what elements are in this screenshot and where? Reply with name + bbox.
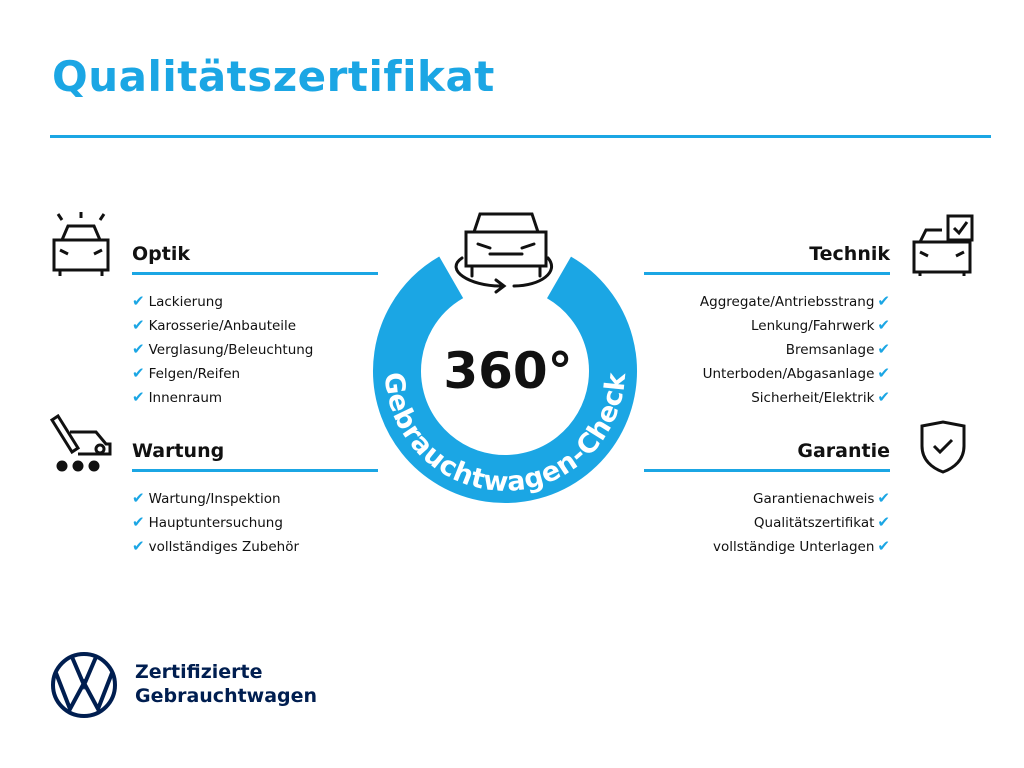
check-icon: ✔	[877, 316, 890, 334]
list-item: ✔ Innenraum	[132, 388, 223, 406]
section-technik: Technik Aggregate/Antriebsstrang ✔ Lenkun…	[644, 240, 890, 409]
list-item: Aggregate/Antriebsstrang ✔	[699, 292, 890, 310]
list-item: ✔ Hauptuntersuchung	[132, 513, 283, 531]
section-underline	[644, 469, 890, 472]
section-heading: Technik	[809, 243, 890, 265]
check-icon: ✔	[132, 489, 145, 507]
list-item: Sicherheit/Elektrik ✔	[751, 388, 890, 406]
service-tools-icon	[49, 414, 112, 472]
vw-logo	[51, 652, 117, 718]
section-optik: Optik ✔ Lackierung ✔ Karosserie/Anbauteile…	[132, 240, 378, 409]
page-title: Qualitätszertifikat	[52, 52, 495, 101]
list-item: Qualitätszertifikat ✔	[753, 513, 890, 531]
check-icon: ✔	[132, 292, 145, 310]
shield-check-icon	[920, 420, 966, 474]
check-icon: ✔	[877, 489, 890, 507]
section-underline	[132, 272, 378, 275]
check-icon: ✔	[132, 513, 145, 531]
list-item: Lenkung/Fahrwerk ✔	[751, 316, 890, 334]
list-item: ✔ Verglasung/Beleuchtung	[132, 340, 314, 358]
list-item: ✔ Karosserie/Anbauteile	[132, 316, 297, 334]
list-item: ✔ vollständiges Zubehör	[132, 537, 300, 555]
check-icon: ✔	[132, 340, 145, 358]
check-icon: ✔	[877, 537, 890, 555]
check-icon: ✔	[132, 537, 145, 555]
check-icon: ✔	[877, 513, 890, 531]
brand-text: Zertifizierte Gebrauchtwagen	[135, 660, 317, 708]
brand-line-1: Zertifizierte	[135, 661, 263, 683]
list-item: ✔ Wartung/Inspektion	[132, 489, 281, 507]
list-item: ✔ Lackierung	[132, 292, 223, 310]
list-item: vollständige Unterlagen ✔	[712, 537, 890, 555]
section-heading: Garantie	[797, 440, 890, 462]
section-heading: Wartung	[132, 440, 225, 462]
check-icon: ✔	[132, 316, 145, 334]
list-item: Garantienachweis ✔	[753, 489, 890, 507]
check-icon: ✔	[877, 364, 890, 382]
section-wartung: Wartung ✔ Wartung/Inspektion ✔ Hauptunters…	[132, 437, 378, 558]
check-icon: ✔	[877, 292, 890, 310]
title-divider	[50, 135, 991, 138]
section-underline	[132, 469, 378, 472]
brand-line-2: Gebrauchtwagen	[135, 685, 318, 707]
check-icon: ✔	[132, 364, 145, 382]
check-icon: ✔	[877, 340, 890, 358]
check-icon: ✔	[132, 388, 145, 406]
list-item: ✔ Felgen/Reifen	[132, 364, 241, 382]
ring-arc	[373, 239, 637, 503]
car-checklist-icon	[912, 214, 974, 276]
car-shine-icon	[52, 212, 110, 276]
check-icon: ✔	[877, 388, 890, 406]
list-item: Unterboden/Abgasanlage ✔	[702, 364, 890, 382]
list-item: Bremsanlage ✔	[785, 340, 890, 358]
360-label: 360°	[443, 342, 572, 400]
section-underline	[644, 272, 890, 275]
car-rotate-icon	[454, 212, 554, 294]
section-garantie: Garantie Garantienachweis ✔ Qualitätszert…	[644, 437, 890, 558]
section-heading: Optik	[132, 243, 190, 265]
